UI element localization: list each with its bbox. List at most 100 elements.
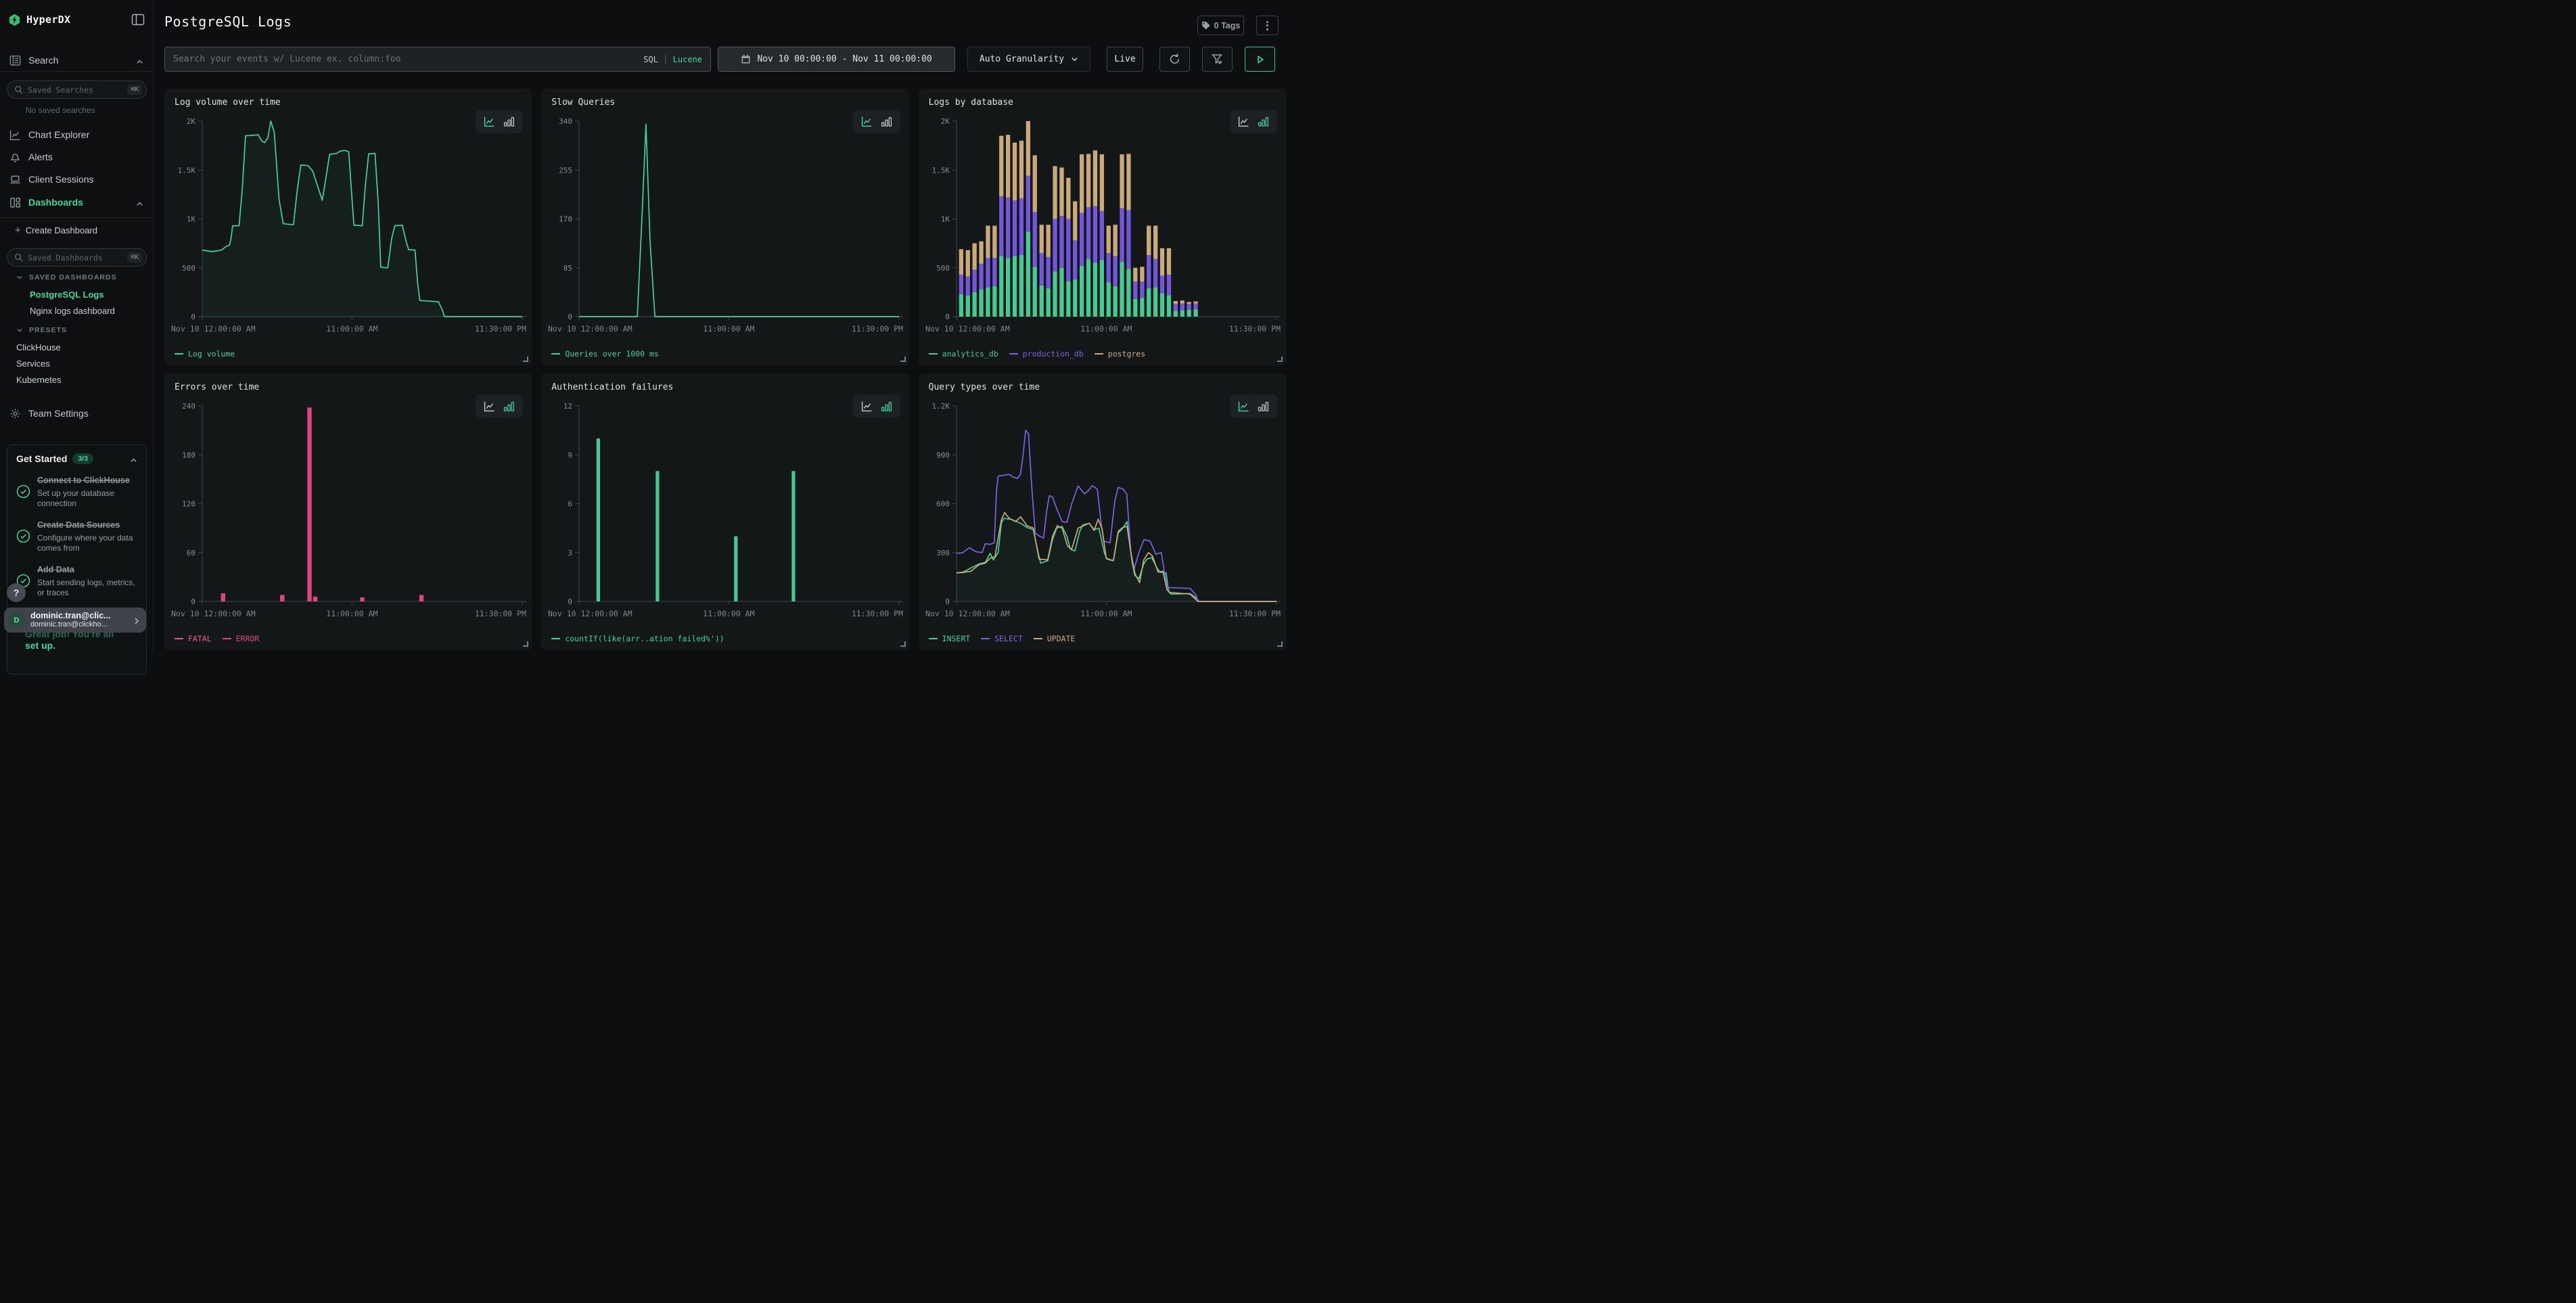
run-query-button[interactable] <box>1245 47 1275 72</box>
panel-resize-handle[interactable] <box>523 641 528 647</box>
line-chart-toggle-icon[interactable] <box>484 116 495 127</box>
get-started-title: Get Started <box>16 453 67 464</box>
get-started-header[interactable]: Get Started 3/3 <box>16 453 137 464</box>
legend-dash-icon <box>175 353 183 355</box>
bar-chart-toggle-icon[interactable] <box>503 116 515 127</box>
panel-logs-by-database: Logs by database05001K1.5K2KNov 10 12:00… <box>919 89 1286 365</box>
task-desc: Configure where your data comes from <box>37 533 137 553</box>
task-desc: Set up your database connection <box>37 488 137 509</box>
line-chart-toggle-icon[interactable] <box>861 116 873 127</box>
language-separator: | <box>663 54 668 64</box>
get-started-progress-badge: 3/3 <box>72 453 93 464</box>
sidebar-item-dashboard-postgresql-logs[interactable]: PostgreSQL Logs <box>0 288 153 300</box>
filter-edit-button[interactable] <box>1202 47 1233 72</box>
svg-text:11:30:00 PM: 11:30:00 PM <box>1228 609 1280 618</box>
saved-searches-input[interactable] <box>28 85 127 95</box>
task-title: Add Data <box>37 565 74 574</box>
time-range-picker[interactable]: Nov 10 00:00:00 - Nov 11 00:00:00 <box>718 47 955 72</box>
panel-title: Log volume over time <box>175 97 281 108</box>
bar-chart-toggle-icon[interactable] <box>1258 116 1269 127</box>
panel-title: Logs by database <box>929 97 1013 108</box>
tags-button[interactable]: 0 Tags <box>1197 16 1244 35</box>
svg-text:3: 3 <box>568 549 573 557</box>
legend-item: countIf(like(arr..ation failed%')) <box>551 634 724 643</box>
event-search-bar[interactable]: SQL | Lucene <box>164 47 711 72</box>
svg-text:6: 6 <box>568 500 573 509</box>
sidebar-item-preset-kubernetes[interactable]: Kubernetes <box>0 373 153 386</box>
bell-icon <box>9 152 21 163</box>
sidebar-item-preset-services[interactable]: Services <box>0 357 153 369</box>
language-toggle-lucene[interactable]: Lucene <box>673 55 702 64</box>
svg-text:0: 0 <box>945 597 950 606</box>
panel-resize-handle[interactable] <box>900 641 906 647</box>
bar-chart-toggle-icon[interactable] <box>1258 401 1269 412</box>
panel-resize-handle[interactable] <box>1277 357 1283 362</box>
legend-dash-icon <box>223 638 231 639</box>
line-chart-toggle-icon[interactable] <box>1238 116 1249 127</box>
sidebar-item-preset-clickhouse[interactable]: ClickHouse <box>0 341 153 353</box>
line-chart-toggle-icon[interactable] <box>1238 401 1249 412</box>
sidebar-item-dashboards[interactable]: Dashboards <box>0 195 153 210</box>
sidebar-item-alerts[interactable]: Alerts <box>0 150 153 164</box>
panel-resize-handle[interactable] <box>1277 641 1283 647</box>
divider <box>0 71 153 72</box>
help-button[interactable]: ? <box>7 583 26 602</box>
sidebar-item-client-sessions[interactable]: Client Sessions <box>0 172 153 187</box>
create-dashboard-button[interactable]: + Create Dashboard <box>0 223 153 237</box>
chart-canvas-authentication-failures: 036912Nov 10 12:00:00 AM11:00:00 AM11:30… <box>541 396 908 630</box>
laptop-icon <box>9 174 21 185</box>
section-presets[interactable]: PRESETS <box>0 325 153 336</box>
svg-text:Nov 10 12:00:00 AM: Nov 10 12:00:00 AM <box>925 609 1010 618</box>
live-button[interactable]: Live <box>1107 47 1143 72</box>
kebab-menu-button[interactable] <box>1256 16 1279 35</box>
get-started-item-data-sources[interactable]: Create Data Sources Configure where your… <box>16 519 137 553</box>
granularity-select[interactable]: Auto Granularity <box>967 47 1090 72</box>
user-menu[interactable]: D dominic.tran@clic... dominic.tran@clic… <box>4 608 146 633</box>
legend-item: SELECT <box>981 634 1023 643</box>
bar-chart-toggle-icon[interactable] <box>881 401 892 412</box>
sidebar-item-search[interactable]: Search <box>0 53 153 68</box>
get-started-item-add-data[interactable]: Add Data Start sending logs, metrics, or… <box>16 564 137 598</box>
bar-chart-toggle-icon[interactable] <box>881 116 892 127</box>
svg-text:1.5K: 1.5K <box>932 166 950 175</box>
time-range-value: Nov 10 00:00:00 - Nov 11 00:00:00 <box>757 54 932 64</box>
svg-text:0: 0 <box>945 313 950 321</box>
event-search-input[interactable] <box>173 54 643 64</box>
sidebar-item-team-settings[interactable]: Team Settings <box>0 406 153 421</box>
saved-dashboards-input[interactable] <box>28 253 127 262</box>
chart-type-toggle <box>476 110 523 133</box>
sidebar-item-dashboard-nginx-logs[interactable]: Nginx logs dashboard <box>0 304 153 317</box>
chevron-up-icon <box>136 199 143 206</box>
legend-item: Log volume <box>175 349 235 359</box>
svg-text:255: 255 <box>559 166 572 175</box>
tag-icon <box>1201 21 1210 30</box>
panel-resize-handle[interactable] <box>523 357 528 362</box>
sidebar-item-chart-explorer[interactable]: Chart Explorer <box>0 127 153 142</box>
kbd-shortcut: ⌘K <box>127 85 142 95</box>
section-saved-dashboards[interactable]: SAVED DASHBOARDS <box>0 272 153 283</box>
legend-dash-icon <box>1009 353 1018 355</box>
refresh-button[interactable] <box>1159 47 1190 72</box>
bar-chart-toggle-icon[interactable] <box>503 401 515 412</box>
svg-text:900: 900 <box>936 451 950 459</box>
panel-resize-handle[interactable] <box>900 357 906 362</box>
legend-item: analytics_db <box>929 349 998 359</box>
saved-dashboards-search[interactable]: ⌘K <box>7 248 147 267</box>
svg-text:300: 300 <box>936 549 950 557</box>
chevron-up-icon <box>130 455 137 463</box>
legend-item: production_db <box>1009 349 1084 359</box>
legend-dash-icon <box>551 638 560 639</box>
play-icon <box>1255 54 1266 65</box>
line-chart-toggle-icon[interactable] <box>861 401 873 412</box>
line-chart-toggle-icon[interactable] <box>484 401 495 412</box>
kbd-shortcut: ⌘K <box>127 252 142 262</box>
sidebar-collapse-icon[interactable] <box>131 14 145 26</box>
get-started-item-connect[interactable]: Connect to ClickHouse Set up your databa… <box>16 474 137 509</box>
chevron-down-icon <box>16 274 23 281</box>
svg-text:11:00:00 AM: 11:00:00 AM <box>1080 324 1132 334</box>
sidebar-item-label: Team Settings <box>28 408 89 419</box>
saved-searches-search[interactable]: ⌘K <box>7 81 147 99</box>
panel-title: Errors over time <box>175 382 259 392</box>
language-toggle-sql[interactable]: SQL <box>643 55 658 64</box>
panel-authentication-failures: Authentication failures036912Nov 10 12:0… <box>541 373 908 650</box>
